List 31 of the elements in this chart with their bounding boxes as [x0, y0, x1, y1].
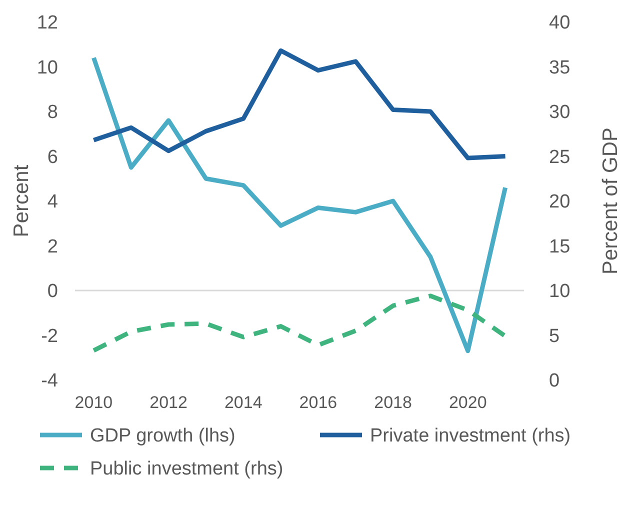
y2-tick-label: 10 — [549, 281, 570, 302]
legend-label: Public investment (rhs) — [90, 458, 284, 480]
x-tick-label: 2020 — [448, 393, 487, 412]
y-tick-label: 4 — [47, 192, 58, 213]
y2-axis-title: Percent of GDP — [599, 127, 622, 275]
y-tick-label: 12 — [36, 12, 58, 34]
legend-label: Private investment (rhs) — [370, 426, 571, 447]
legend-label: GDP growth (lhs) — [90, 426, 236, 447]
y2-tick-label: 20 — [549, 192, 570, 213]
line-series — [91, 56, 508, 354]
y2-tick-label: 30 — [549, 102, 570, 124]
y-axis-title: Percent — [10, 164, 33, 238]
y-tick-label: 8 — [47, 102, 58, 124]
y2-tick-label: 15 — [549, 236, 570, 258]
y2-tick-label: 25 — [549, 146, 570, 168]
y2-tick-label: 40 — [549, 12, 570, 34]
y2-tick-label: 0 — [549, 370, 560, 392]
y-tick-label: -2 — [41, 326, 58, 347]
y-tick-label: 0 — [47, 281, 58, 302]
x-tick-label: 2010 — [74, 393, 113, 412]
line-series — [91, 294, 508, 353]
y-tick-label: 6 — [47, 146, 58, 168]
y-tick-label: 10 — [36, 57, 58, 78]
x-tick-label: 2016 — [299, 393, 338, 412]
y2-tick-label: 5 — [549, 326, 560, 347]
x-tick-label: 2018 — [374, 393, 412, 412]
x-tick-label: 2014 — [224, 393, 262, 412]
y-tick-label: 2 — [47, 236, 58, 258]
x-tick-label: 2012 — [150, 393, 188, 412]
y2-tick-label: 35 — [549, 57, 570, 78]
y-tick-label: -4 — [41, 370, 58, 392]
